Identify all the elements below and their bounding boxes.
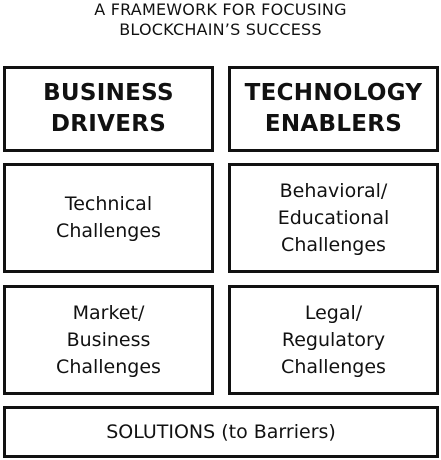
- solutions-label: SOLUTIONS (to Barriers): [106, 421, 336, 443]
- legal-regulatory-challenges-box: Legal/ Regulatory Challenges: [228, 285, 439, 395]
- diagram-title-line-2: BLOCKCHAIN’S SUCCESS: [119, 20, 322, 39]
- business-drivers-label: BUSINESS DRIVERS: [43, 80, 174, 137]
- diagram-title: A FRAMEWORK FOR FOCUSING BLOCKCHAIN’S SU…: [0, 0, 441, 40]
- market-business-challenges-label: Market/ Business Challenges: [56, 301, 161, 378]
- behavioral-educational-challenges-box: Behavioral/ Educational Challenges: [228, 163, 439, 273]
- behavioral-educational-challenges-label: Behavioral/ Educational Challenges: [277, 179, 390, 256]
- market-business-challenges-box: Market/ Business Challenges: [3, 285, 214, 395]
- technology-enablers-label: TECHNOLOGY ENABLERS: [244, 80, 423, 137]
- technical-challenges-label: Technical Challenges: [56, 193, 161, 242]
- legal-regulatory-challenges-label: Legal/ Regulatory Challenges: [281, 301, 386, 378]
- diagram-title-line-1: A FRAMEWORK FOR FOCUSING: [94, 0, 347, 19]
- solutions-box: SOLUTIONS (to Barriers): [3, 406, 439, 458]
- technology-enablers-box: TECHNOLOGY ENABLERS: [228, 66, 439, 152]
- business-drivers-box: BUSINESS DRIVERS: [3, 66, 214, 152]
- technical-challenges-box: Technical Challenges: [3, 163, 214, 273]
